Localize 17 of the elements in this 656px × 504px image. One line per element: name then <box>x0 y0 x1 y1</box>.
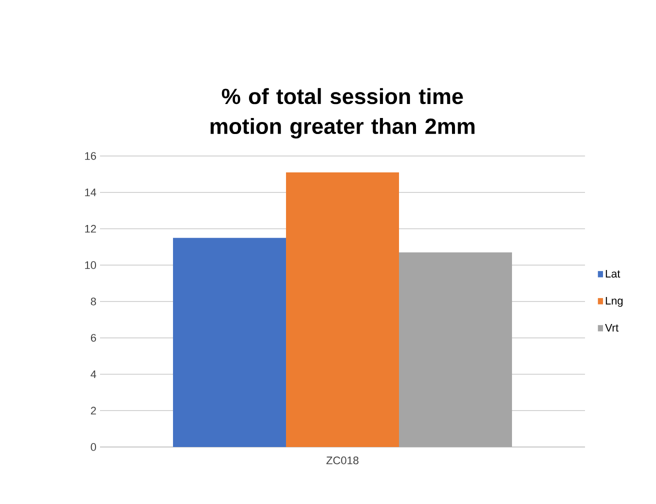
y-tick-label: 2 <box>90 406 96 414</box>
y-tick-label: 6 <box>90 334 96 342</box>
legend-label: Lat <box>606 270 620 278</box>
bar <box>286 172 400 447</box>
legend-label: Vrt <box>605 324 619 332</box>
chart-title: % of total session time motion greater than 2mm <box>210 88 474 138</box>
y-tick-label: 0 <box>90 443 96 451</box>
y-tick-label: 14 <box>85 188 96 196</box>
y-tick-label: 16 <box>85 152 96 160</box>
bar <box>399 252 512 447</box>
y-tick-label: 4 <box>90 370 96 378</box>
x-tick-label: ZC018 <box>326 456 358 464</box>
y-tick-label: 10 <box>85 261 96 269</box>
legend-label: Lng <box>606 296 623 307</box>
y-tick-label: 8 <box>90 298 96 306</box>
bar <box>173 238 286 447</box>
y-tick-label: 12 <box>85 224 96 233</box>
